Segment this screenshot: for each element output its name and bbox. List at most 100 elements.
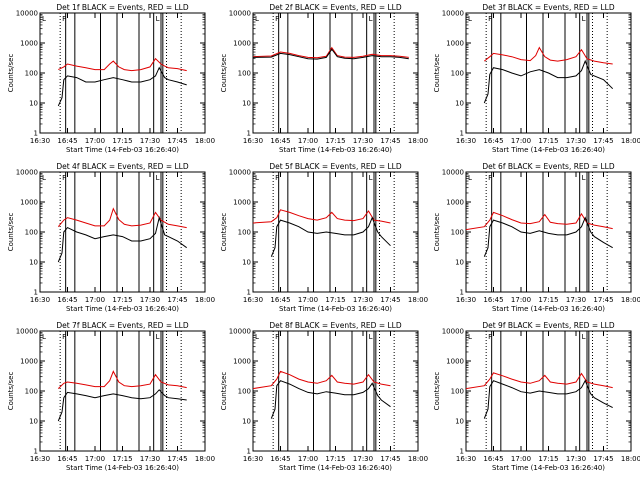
flag-marker: L xyxy=(42,174,46,182)
x-tick-label: 16:30 xyxy=(456,296,476,304)
y-axis-label: Counts/sec xyxy=(433,54,441,93)
x-tick-label: 18:00 xyxy=(408,455,428,463)
x-tick-label: 17:45 xyxy=(593,455,613,463)
flag-marker: L xyxy=(582,15,586,23)
series-lld-line xyxy=(252,46,409,59)
x-tick-label: 17:00 xyxy=(85,137,105,145)
x-tick-label: 16:30 xyxy=(243,455,263,463)
x-tick-label: 16:45 xyxy=(483,137,503,145)
y-tick-label: 1000 xyxy=(446,199,464,207)
y-axis-label: Counts/sec xyxy=(7,372,15,411)
x-tick-label: 16:45 xyxy=(483,455,503,463)
y-tick-label: 10 xyxy=(29,418,38,426)
x-tick-label: 18:00 xyxy=(408,296,428,304)
y-tick-label: 1 xyxy=(34,448,38,456)
series-events-line xyxy=(270,216,391,257)
panel-title: Det 4f BLACK = Events, RED = LLD xyxy=(56,162,189,171)
flag-marker: L xyxy=(582,174,586,182)
y-tick-label: 100 xyxy=(25,229,38,237)
y-tick-label: 10 xyxy=(29,100,38,108)
flag-marker: F xyxy=(488,15,492,23)
y-tick-label: 1 xyxy=(34,130,38,138)
y-tick-label: 100 xyxy=(25,70,38,78)
series-events-line xyxy=(57,66,187,107)
flag-marker: F xyxy=(275,15,279,23)
plot-frame xyxy=(465,330,632,452)
x-tick-label: 17:45 xyxy=(593,137,613,145)
x-tick-label: 17:30 xyxy=(566,455,586,463)
x-axis-label: Start Time (14-Feb-03 16:26:40) xyxy=(279,464,392,472)
y-tick-label: 1 xyxy=(460,289,464,297)
series-lld-line xyxy=(58,57,187,72)
y-tick-label: 10000 xyxy=(229,328,251,336)
flag-marker: L xyxy=(468,15,472,23)
panel-1: Det 1f BLACK = Events, RED = LLD F L L 1 10 10… xyxy=(7,3,215,154)
x-tick-label: 16:45 xyxy=(483,296,503,304)
x-tick-label: 17:00 xyxy=(511,137,531,145)
x-axis-label: Start Time (14-Feb-03 16:26:40) xyxy=(66,305,179,313)
x-tick-label: 17:45 xyxy=(593,296,613,304)
x-tick-label: 16:30 xyxy=(30,137,50,145)
y-tick-label: 100 xyxy=(238,229,251,237)
x-tick-label: 17:00 xyxy=(85,455,105,463)
series-events-line xyxy=(270,380,391,419)
panel-8: Det 8f BLACK = Events, RED = LLD F L L 1 10 10… xyxy=(220,321,428,472)
x-tick-label: 17:30 xyxy=(140,137,160,145)
y-tick-label: 100 xyxy=(451,70,464,78)
flag-marker: L xyxy=(369,174,373,182)
y-tick-label: 10000 xyxy=(229,169,251,177)
x-axis-label: Start Time (14-Feb-03 16:26:40) xyxy=(492,305,605,313)
panel-7: Det 7f BLACK = Events, RED = LLD F L L 1 10 10… xyxy=(7,321,215,472)
y-tick-label: 1 xyxy=(247,448,251,456)
y-axis-label: Counts/sec xyxy=(220,372,228,411)
y-tick-label: 10000 xyxy=(16,328,38,336)
y-tick-label: 1000 xyxy=(20,199,38,207)
flag-marker: L xyxy=(369,333,373,341)
x-tick-label: 17:30 xyxy=(353,137,373,145)
x-tick-label: 17:15 xyxy=(538,455,558,463)
y-tick-label: 10000 xyxy=(229,10,251,18)
x-tick-label: 16:45 xyxy=(270,296,290,304)
x-tick-label: 16:30 xyxy=(30,296,50,304)
x-tick-label: 17:15 xyxy=(538,137,558,145)
y-tick-label: 10000 xyxy=(16,10,38,18)
x-tick-label: 17:30 xyxy=(566,296,586,304)
x-tick-label: 16:45 xyxy=(57,137,77,145)
x-tick-label: 17:00 xyxy=(298,455,318,463)
y-tick-label: 10 xyxy=(455,100,464,108)
plot-frame xyxy=(252,171,419,293)
y-tick-label: 1000 xyxy=(233,199,251,207)
panel-title: Det 3f BLACK = Events, RED = LLD xyxy=(482,3,615,12)
x-tick-label: 17:15 xyxy=(325,455,345,463)
panel-5: Det 5f BLACK = Events, RED = LLD F L L 1 10 10… xyxy=(220,162,428,313)
y-tick-label: 10000 xyxy=(442,328,464,336)
series-lld-line xyxy=(57,207,187,229)
y-tick-label: 1000 xyxy=(233,358,251,366)
x-tick-label: 17:15 xyxy=(325,137,345,145)
x-axis-label: Start Time (14-Feb-03 16:26:40) xyxy=(279,305,392,313)
y-tick-label: 1000 xyxy=(233,40,251,48)
x-tick-label: 17:45 xyxy=(167,137,187,145)
flag-marker: F xyxy=(62,15,66,23)
flag-marker: F xyxy=(488,174,492,182)
flag-marker: L xyxy=(156,174,160,182)
flag-marker: L xyxy=(156,15,160,23)
y-tick-label: 1000 xyxy=(20,358,38,366)
flag-marker: L xyxy=(42,15,46,23)
x-axis-label: Start Time (14-Feb-03 16:26:40) xyxy=(492,464,605,472)
flag-marker: L xyxy=(42,333,46,341)
flag-marker: L xyxy=(582,333,586,341)
panel-4: Det 4f BLACK = Events, RED = LLD F L L 1 10 10… xyxy=(7,162,215,313)
x-tick-label: 17:00 xyxy=(511,455,531,463)
x-tick-label: 16:45 xyxy=(270,137,290,145)
x-tick-label: 16:45 xyxy=(270,455,290,463)
x-tick-label: 17:15 xyxy=(112,296,132,304)
x-tick-label: 18:00 xyxy=(195,137,215,145)
x-axis-label: Start Time (14-Feb-03 16:26:40) xyxy=(66,146,179,154)
flag-marker: L xyxy=(369,15,373,23)
x-axis-label: Start Time (14-Feb-03 16:26:40) xyxy=(492,146,605,154)
panel-title: Det 7f BLACK = Events, RED = LLD xyxy=(56,321,189,330)
y-axis-label: Counts/sec xyxy=(7,54,15,93)
plot-frame xyxy=(252,12,419,134)
x-tick-label: 17:15 xyxy=(325,296,345,304)
